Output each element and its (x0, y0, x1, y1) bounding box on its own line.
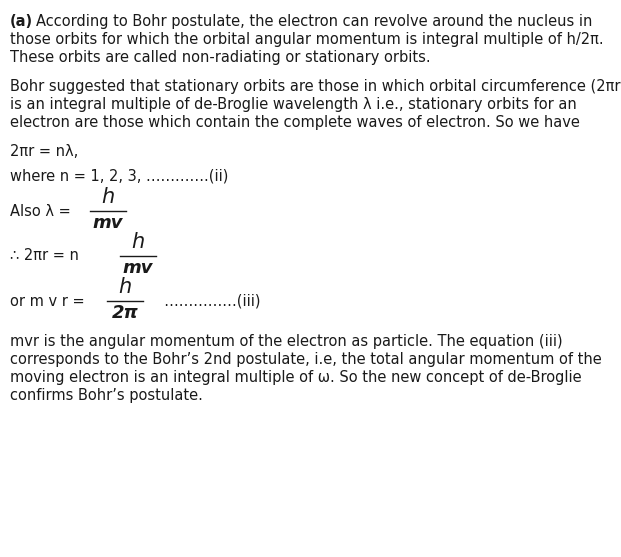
Text: These orbits are called non-radiating or stationary orbits.: These orbits are called non-radiating or… (10, 50, 430, 65)
Text: Also λ =: Also λ = (10, 203, 71, 218)
Text: or m v r =: or m v r = (10, 294, 84, 309)
Text: h: h (101, 187, 115, 207)
Text: h: h (119, 277, 132, 297)
Text: moving electron is an integral multiple of ω. So the new concept of de-Broglie: moving electron is an integral multiple … (10, 370, 582, 385)
Text: ∴ 2πr = n: ∴ 2πr = n (10, 248, 79, 263)
Text: is an integral multiple of de-Broglie wavelength λ i.e., stationary orbits for a: is an integral multiple of de-Broglie wa… (10, 97, 577, 112)
Text: According to Bohr postulate, the electron can revolve around the nucleus in: According to Bohr postulate, the electro… (36, 14, 592, 29)
Text: where n = 1, 2, 3, ………….(ii): where n = 1, 2, 3, ………….(ii) (10, 169, 229, 184)
Text: ……………(iii): ……………(iii) (155, 294, 260, 309)
Text: mvr is the angular momentum of the electron as particle. The equation (iii): mvr is the angular momentum of the elect… (10, 334, 563, 349)
Text: (a): (a) (10, 14, 33, 29)
Text: those orbits for which the orbital angular momentum is integral multiple of h/2π: those orbits for which the orbital angul… (10, 32, 604, 47)
Text: corresponds to the Bohr’s 2nd postulate, i.e, the total angular momentum of the: corresponds to the Bohr’s 2nd postulate,… (10, 353, 602, 368)
Text: 2π: 2π (112, 304, 138, 322)
Text: electron are those which contain the complete waves of electron. So we have: electron are those which contain the com… (10, 115, 580, 130)
Text: mv: mv (93, 214, 123, 232)
Text: h: h (132, 232, 145, 252)
Text: mv: mv (123, 259, 153, 277)
Text: 2πr = nλ,: 2πr = nλ, (10, 144, 78, 159)
Text: confirms Bohr’s postulate.: confirms Bohr’s postulate. (10, 388, 203, 403)
Text: Bohr suggested that stationary orbits are those in which orbital circumference (: Bohr suggested that stationary orbits ar… (10, 79, 621, 94)
